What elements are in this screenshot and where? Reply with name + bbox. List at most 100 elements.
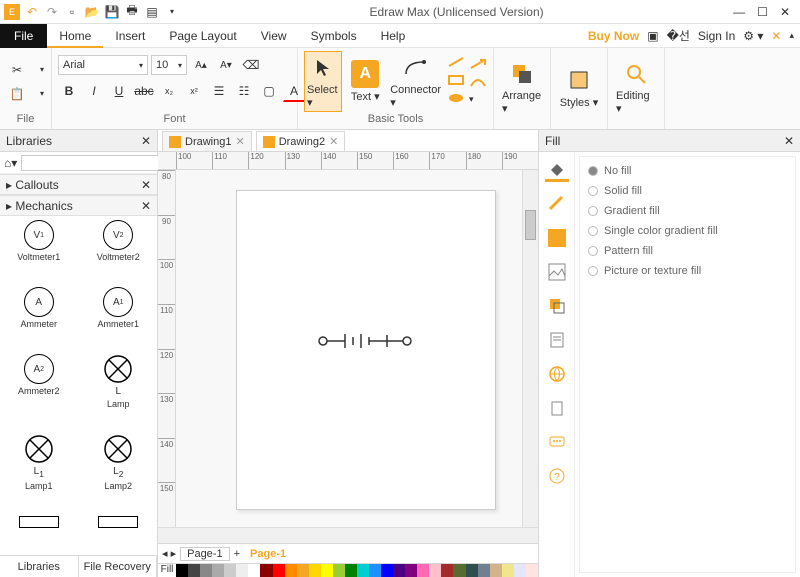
doc-tab-drawing2[interactable]: Drawing2✕: [256, 131, 346, 151]
bold-button[interactable]: B: [58, 80, 80, 102]
menu-tab-view[interactable]: View: [249, 24, 299, 48]
shape-ammeter2[interactable]: A2Ammeter2: [0, 354, 78, 432]
buy-now-link[interactable]: Buy Now: [588, 29, 639, 43]
arrange-button[interactable]: Arrange ▾: [500, 58, 544, 117]
shape-lamp1[interactable]: L1Lamp1: [0, 434, 78, 514]
libraries-close-icon[interactable]: ✕: [141, 134, 151, 148]
superscript-button[interactable]: x²: [183, 80, 205, 102]
undo-icon[interactable]: ↶: [24, 4, 40, 20]
bullets-icon[interactable]: ☰: [208, 80, 230, 102]
line-shape-icon[interactable]: [447, 56, 465, 71]
globe-icon[interactable]: [545, 362, 569, 386]
library-search-input[interactable]: [21, 155, 169, 171]
color-swatch[interactable]: [357, 564, 369, 577]
sign-in-link[interactable]: Sign In: [698, 29, 735, 43]
color-swatch[interactable]: [200, 564, 212, 577]
select-tool[interactable]: Select ▾: [304, 51, 342, 112]
color-swatch[interactable]: [297, 564, 309, 577]
more2-icon[interactable]: ▾: [31, 83, 53, 105]
color-swatch[interactable]: [176, 564, 188, 577]
font-size-select[interactable]: 10▾: [151, 55, 187, 75]
layers-icon[interactable]: [545, 294, 569, 318]
color-swatch[interactable]: [273, 564, 285, 577]
page-1-active[interactable]: Page-1: [244, 548, 292, 560]
shape-rect[interactable]: [80, 516, 158, 551]
drawing-page[interactable]: [236, 190, 496, 510]
connector-tool[interactable]: Connector ▾: [388, 52, 443, 111]
print-icon[interactable]: 🖶: [124, 4, 140, 20]
shape-lamp2[interactable]: L2Lamp2: [80, 434, 158, 514]
numbering-icon[interactable]: ☷: [233, 80, 255, 102]
color-swatch[interactable]: [417, 564, 429, 577]
subscript-button[interactable]: x₂: [158, 80, 180, 102]
new-icon[interactable]: ▫: [64, 4, 80, 20]
color-swatch[interactable]: [236, 564, 248, 577]
more-icon[interactable]: ▾: [31, 59, 53, 81]
paste-icon[interactable]: 📋: [6, 83, 28, 105]
shape-lamp[interactable]: LLamp: [80, 354, 158, 432]
color-swatch[interactable]: [405, 564, 417, 577]
rect-shape-icon[interactable]: [447, 74, 465, 89]
shape-voltmeter2[interactable]: V2Voltmeter2: [80, 220, 158, 285]
help-icon[interactable]: ?: [545, 464, 569, 488]
vertical-scrollbar[interactable]: [522, 170, 538, 527]
callouts-section[interactable]: ▸ Callouts✕: [0, 174, 157, 195]
color-swatch[interactable]: [188, 564, 200, 577]
cloud-icon[interactable]: ▣: [647, 29, 658, 43]
curve-shape-icon[interactable]: [469, 76, 487, 91]
fill-option-pattern-fill[interactable]: Pattern fill: [588, 245, 787, 257]
menu-tab-home[interactable]: Home: [47, 24, 103, 48]
solid-fill-icon[interactable]: [545, 226, 569, 250]
color-swatch[interactable]: [466, 564, 478, 577]
fill-close-icon[interactable]: ✕: [784, 134, 794, 148]
color-swatch[interactable]: [369, 564, 381, 577]
doc-tab-drawing1[interactable]: Drawing1✕: [162, 131, 252, 151]
color-swatch[interactable]: [526, 564, 538, 577]
grow-font-icon[interactable]: A▴: [190, 54, 212, 76]
close-icon[interactable]: ✕: [780, 5, 790, 19]
horizontal-scrollbar[interactable]: [158, 527, 538, 543]
color-swatch[interactable]: [514, 564, 526, 577]
mechanics-section[interactable]: ▸ Mechanics✕: [0, 195, 157, 216]
comment-icon[interactable]: [545, 430, 569, 454]
styles-button[interactable]: Styles ▾: [557, 64, 601, 111]
fill-option-no-fill[interactable]: No fill: [588, 165, 787, 177]
menu-tab-help[interactable]: Help: [369, 24, 418, 48]
highlight-icon[interactable]: ▢: [258, 80, 280, 102]
redo-icon[interactable]: ↷: [44, 4, 60, 20]
picture-icon[interactable]: [545, 260, 569, 284]
circuit-shape[interactable]: [317, 331, 417, 351]
clear-format-icon[interactable]: ⌫: [240, 54, 262, 76]
shape-ammeter1[interactable]: A1Ammeter1: [80, 287, 158, 352]
color-swatch[interactable]: [248, 564, 260, 577]
minimize-icon[interactable]: —: [733, 5, 745, 19]
color-swatch[interactable]: [490, 564, 502, 577]
page-icon[interactable]: [545, 328, 569, 352]
menu-tab-symbols[interactable]: Symbols: [299, 24, 369, 48]
color-swatch[interactable]: [453, 564, 465, 577]
file-recovery-tab[interactable]: File Recovery: [79, 556, 158, 577]
color-swatch[interactable]: [429, 564, 441, 577]
color-swatch[interactable]: [381, 564, 393, 577]
color-swatch[interactable]: [333, 564, 345, 577]
color-swatch[interactable]: [309, 564, 321, 577]
shape-voltmeter1[interactable]: V1Voltmeter1: [0, 220, 78, 285]
arrow-shape-icon[interactable]: [469, 58, 487, 73]
fill-option-solid-fill[interactable]: Solid fill: [588, 185, 787, 197]
ribbon-collapse-icon[interactable]: ▴: [789, 30, 794, 41]
app-icon[interactable]: E: [4, 4, 20, 20]
export-icon[interactable]: ▤: [144, 4, 160, 20]
editing-button[interactable]: Editing ▾: [614, 58, 658, 117]
clipboard-icon[interactable]: [545, 396, 569, 420]
page-nav[interactable]: ◂ ▸: [162, 547, 176, 560]
color-swatch[interactable]: [345, 564, 357, 577]
shape-rect[interactable]: [0, 516, 78, 551]
text-tool[interactable]: AText ▾: [346, 58, 384, 105]
strike-button[interactable]: abc: [133, 80, 155, 102]
fill-bucket-icon[interactable]: [545, 158, 569, 182]
save-icon[interactable]: 💾: [104, 4, 120, 20]
page-1-tab[interactable]: Page-1: [180, 547, 229, 561]
menu-tab-page-layout[interactable]: Page Layout: [157, 24, 248, 48]
color-swatch[interactable]: [224, 564, 236, 577]
color-swatch[interactable]: [478, 564, 490, 577]
